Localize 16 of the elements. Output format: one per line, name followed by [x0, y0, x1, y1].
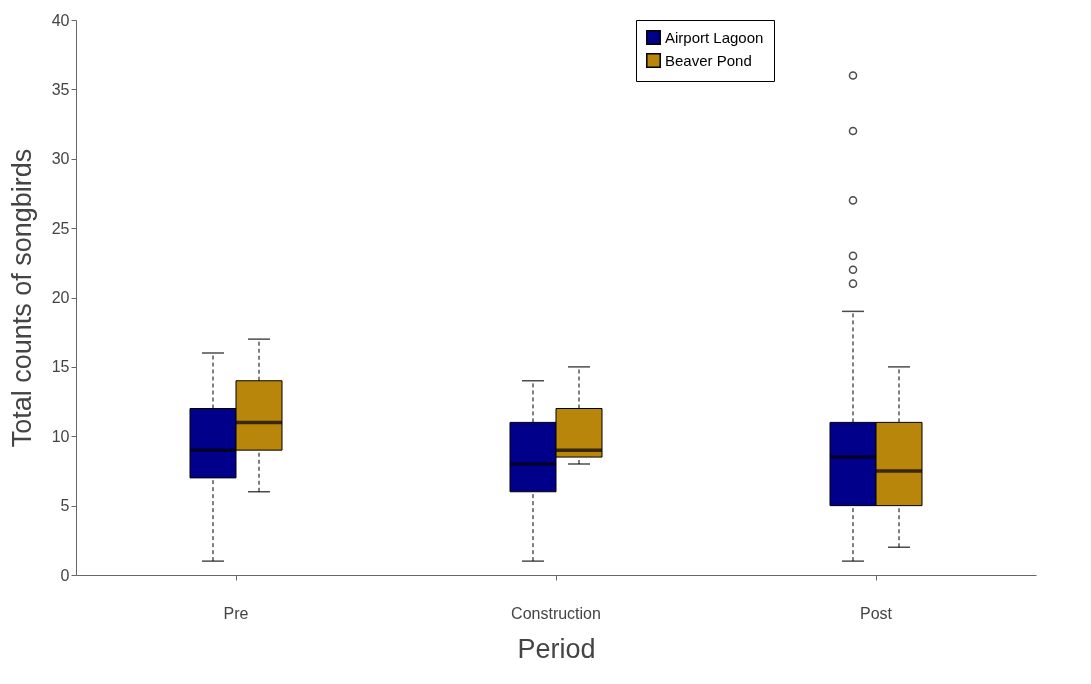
x-tick-label: Construction — [511, 604, 601, 622]
y-tick-label: 10 — [51, 427, 70, 445]
y-tick-label: 35 — [51, 80, 70, 98]
legend-label: Airport Lagoon — [665, 28, 764, 46]
x-tick-label: Pre — [223, 604, 249, 622]
y-tick-label: 30 — [51, 150, 70, 168]
x-axis-title: Period — [517, 633, 596, 664]
y-axis-title: Total counts of songbirds — [6, 148, 37, 448]
y-tick-label: 15 — [51, 358, 70, 376]
legend-label: Beaver Pond — [665, 51, 752, 69]
y-tick-label: 20 — [51, 289, 70, 306]
x-tick-label: Post — [859, 604, 893, 622]
y-tick-label: 25 — [51, 219, 70, 237]
y-tick-label: 40 — [51, 11, 70, 29]
y-tick-label: 0 — [60, 566, 70, 584]
y-tick-label: 5 — [60, 497, 70, 515]
